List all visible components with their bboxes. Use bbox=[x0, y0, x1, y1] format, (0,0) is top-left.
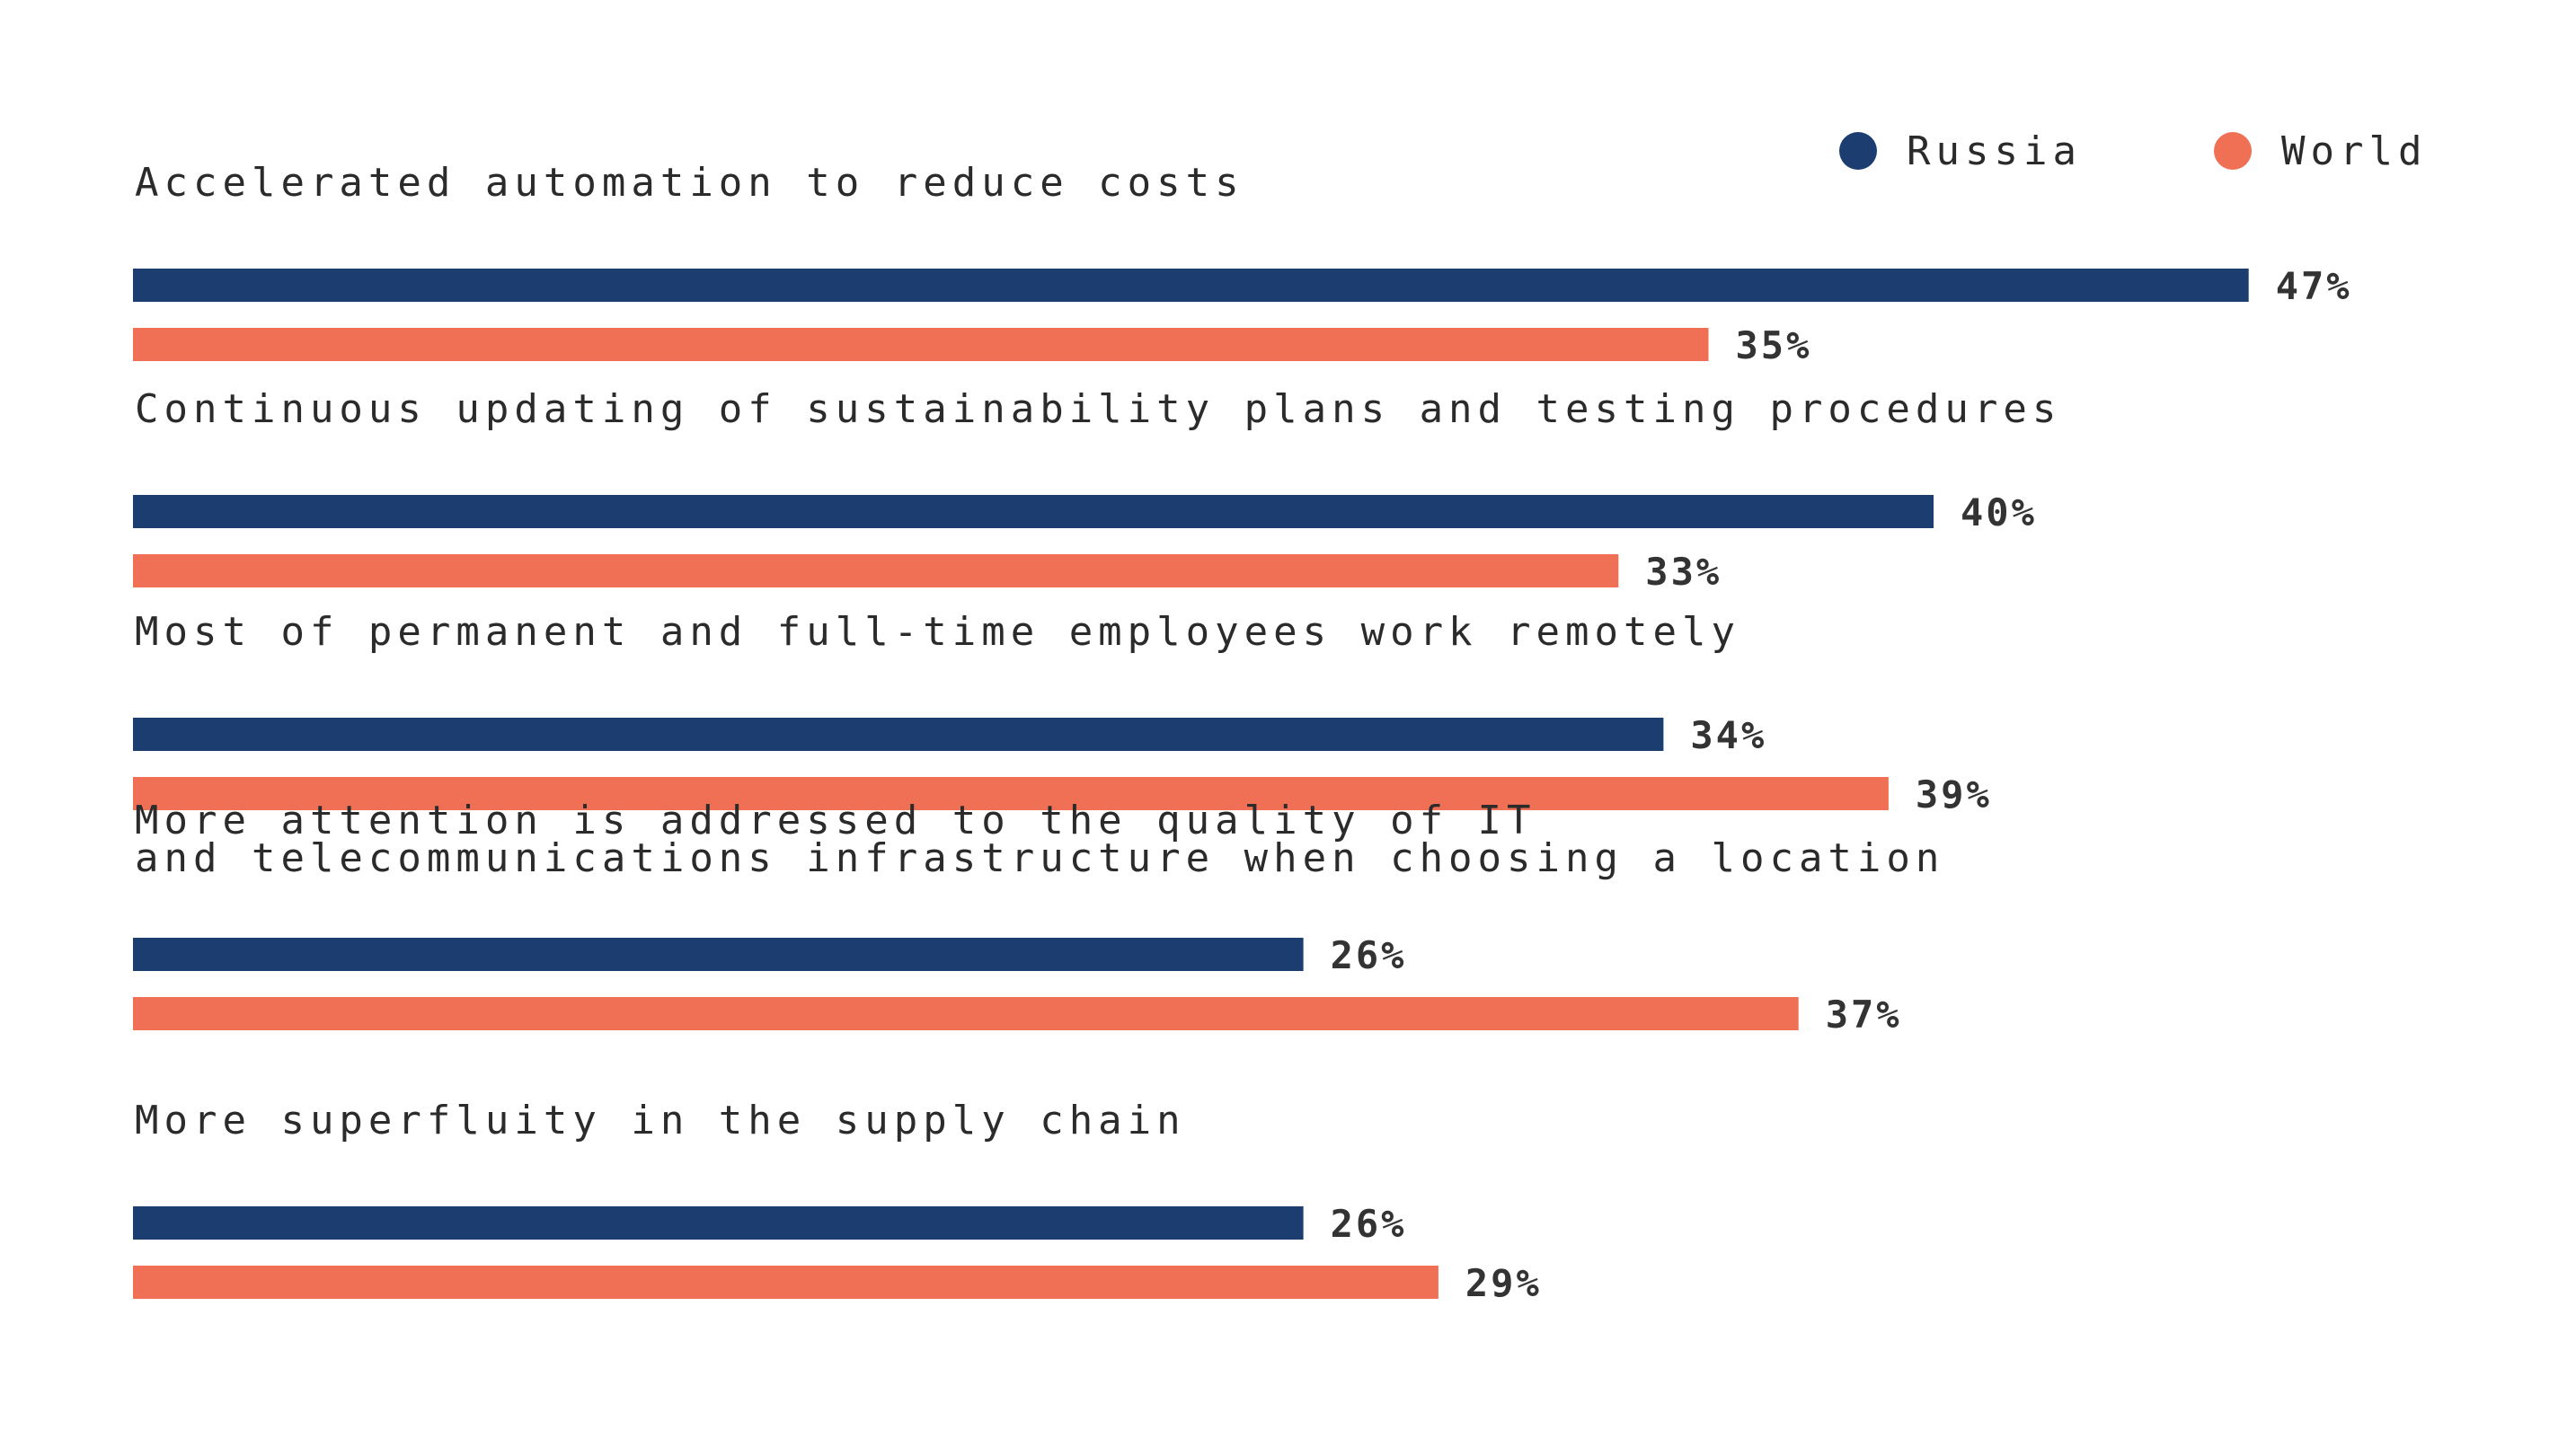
value-label-world: 37% bbox=[1826, 993, 1902, 1037]
bar-groups: Accelerated automation to reduce costs 47… bbox=[133, 160, 2352, 1305]
legend-swatch-world bbox=[2214, 132, 2252, 170]
bar-russia bbox=[133, 718, 1664, 751]
value-label-world: 29% bbox=[1465, 1261, 1542, 1305]
bar-world bbox=[133, 328, 1709, 361]
legend-swatch-russia bbox=[1839, 132, 1877, 170]
bar-russia bbox=[133, 938, 1304, 971]
value-label-world: 39% bbox=[1916, 772, 1992, 817]
bar-russia bbox=[133, 269, 2249, 302]
legend: Russia World bbox=[1839, 128, 2427, 174]
category-group: Continuous updating of sustainability pl… bbox=[133, 386, 2061, 594]
bar-world bbox=[133, 997, 1799, 1030]
category-label: and telecommunications infrastructure wh… bbox=[135, 835, 1944, 881]
value-label-world: 33% bbox=[1645, 550, 1722, 594]
category-label: Accelerated automation to reduce costs bbox=[135, 160, 1244, 206]
legend-label-russia: Russia bbox=[1907, 128, 2082, 174]
value-label-russia: 26% bbox=[1331, 1202, 1407, 1246]
bar-world bbox=[133, 1266, 1438, 1299]
category-label: Most of permanent and full-time employee… bbox=[135, 609, 1740, 655]
value-label-russia: 26% bbox=[1331, 933, 1407, 977]
bar-world bbox=[133, 554, 1619, 587]
category-group: More superfluity in the supply chain 26% 2… bbox=[133, 1098, 1542, 1305]
category-label: More attention is addressed to the quali… bbox=[135, 798, 1536, 843]
bar-world bbox=[133, 777, 1889, 810]
category-group: More attention is addressed to the quali… bbox=[133, 798, 1944, 1037]
legend-label-world: World bbox=[2281, 128, 2427, 174]
category-label: Continuous updating of sustainability pl… bbox=[135, 386, 2061, 432]
value-label-world: 35% bbox=[1736, 323, 1812, 367]
bar-russia bbox=[133, 495, 1934, 528]
value-label-russia: 47% bbox=[2276, 264, 2352, 308]
category-label: More superfluity in the supply chain bbox=[135, 1098, 1186, 1143]
bar-russia bbox=[133, 1206, 1304, 1240]
value-label-russia: 40% bbox=[1961, 490, 2037, 534]
value-label-russia: 34% bbox=[1690, 713, 1766, 757]
category-group: Accelerated automation to reduce costs 47… bbox=[133, 160, 2352, 367]
category-group: Most of permanent and full-time employee… bbox=[133, 609, 1992, 817]
